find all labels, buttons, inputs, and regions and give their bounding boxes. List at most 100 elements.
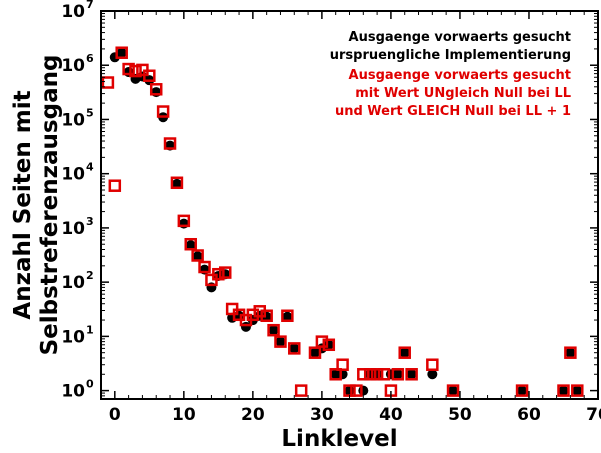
data-point-modified — [357, 368, 370, 381]
data-point-modified — [363, 368, 377, 381]
x-tick-label: 20 — [241, 405, 265, 425]
y-tick-label: 10 — [61, 165, 85, 185]
data-point-original — [372, 369, 383, 380]
x-tick-label: 40 — [379, 405, 403, 425]
data-point-original — [116, 47, 127, 58]
data-point-modified — [391, 368, 405, 381]
data-point-original — [275, 336, 286, 347]
data-point-original — [289, 343, 300, 354]
data-point-original — [358, 385, 369, 396]
data-point-original — [192, 251, 203, 262]
data-point-modified — [101, 76, 115, 89]
y-tick-exponent: 5 — [86, 106, 94, 119]
data-point-modified — [191, 249, 204, 262]
data-point-modified — [294, 384, 308, 397]
y-tick-label: 10 — [61, 273, 85, 293]
data-point-original — [448, 385, 459, 396]
data-point-original — [399, 347, 410, 358]
data-point-original — [427, 369, 438, 380]
x-tick-label: 30 — [310, 405, 334, 425]
y-tick-exponent: 7 — [86, 0, 94, 11]
data-point-modified — [288, 342, 301, 355]
data-point-original — [344, 385, 355, 396]
data-point-modified — [426, 358, 439, 371]
legend-entry-modified: und Wert GLEICH Null bei LL + 1 — [335, 104, 571, 119]
data-point-modified — [219, 266, 232, 279]
data-point-original — [392, 369, 403, 380]
data-point-modified — [370, 368, 384, 381]
axis-ticks: 010203040506070100101102103104105106107 — [61, 0, 601, 425]
y-tick-exponent: 3 — [86, 215, 94, 228]
data-point-modified — [377, 368, 391, 381]
data-point-modified — [163, 137, 177, 150]
data-point-modified — [156, 105, 170, 118]
x-tick-label: 50 — [448, 405, 472, 425]
legend: Ausgaenge vorwaerts gesucht urspruenglich… — [330, 30, 571, 119]
data-point-modified — [246, 308, 260, 322]
data-point-modified — [446, 384, 460, 397]
y-tick-exponent: 0 — [86, 378, 94, 391]
y-tick-label: 10 — [61, 327, 85, 347]
x-tick-label: 0 — [109, 405, 121, 425]
y-tick-label: 10 — [61, 56, 85, 76]
data-point-modified — [571, 384, 584, 397]
data-point-modified — [115, 46, 128, 59]
data-point-modified — [122, 62, 135, 76]
data-point-original — [517, 385, 528, 396]
y-tick-exponent: 2 — [86, 269, 94, 282]
y-tick-exponent: 1 — [86, 323, 94, 336]
data-point-original — [171, 178, 182, 189]
data-point-original — [268, 325, 279, 336]
data-point-modified — [405, 368, 418, 381]
data-point-original — [185, 240, 196, 251]
data-point-modified — [212, 267, 225, 281]
x-tick-label: 60 — [517, 405, 541, 425]
data-point-modified — [308, 346, 322, 359]
data-point-modified — [149, 83, 163, 96]
data-point-modified — [564, 346, 577, 359]
legend-entry-modified: Ausgaenge vorwaerts gesucht — [349, 68, 571, 83]
data-point-modified — [350, 384, 363, 397]
data-point-modified — [143, 69, 156, 82]
data-point-modified — [515, 384, 529, 397]
data-point-modified — [177, 214, 191, 228]
data-point-original — [406, 369, 417, 380]
data-point-modified — [198, 260, 211, 274]
data-point-original — [178, 218, 189, 229]
data-point-modified — [329, 368, 342, 381]
x-tick-label: 10 — [172, 405, 196, 425]
data-point-modified — [281, 309, 294, 323]
y-tick-exponent: 4 — [86, 161, 94, 174]
data-point-original — [565, 347, 576, 358]
data-point-original — [323, 339, 334, 350]
y-tick-exponent: 6 — [86, 52, 94, 65]
data-point-modified — [260, 309, 273, 323]
data-point-modified — [108, 179, 122, 192]
y-axis-title-line-1: Anzahl Seiten mit — [10, 90, 36, 319]
legend-entry-modified: mit Wert UNgleich Null bei LL — [355, 86, 571, 101]
data-point-modified — [170, 176, 184, 190]
legend-entry-original: urspruengliche Implementierung — [330, 48, 571, 63]
data-point-modified — [398, 346, 411, 359]
data-point-modified — [336, 358, 349, 371]
x-axis-title: Linklevel — [281, 426, 397, 452]
y-tick-label: 10 — [61, 382, 85, 402]
data-point-original — [330, 369, 341, 380]
y-axis-title-line-2: Selbstreferenzausgang — [37, 55, 63, 356]
legend-entry-original: Ausgaenge vorwaerts gesucht — [349, 30, 571, 45]
x-tick-label: 70 — [586, 405, 601, 425]
data-point-modified — [184, 237, 197, 251]
y-tick-label: 10 — [61, 219, 85, 239]
data-point-modified — [322, 338, 336, 352]
data-point-modified — [315, 335, 329, 348]
y-tick-label: 10 — [61, 110, 85, 130]
y-tick-label: 10 — [61, 2, 85, 22]
data-point-original — [572, 385, 583, 396]
data-point-modified — [274, 335, 287, 348]
data-point-original — [558, 385, 569, 396]
data-point-modified — [267, 323, 280, 337]
data-point-original — [151, 87, 162, 98]
data-point-modified — [557, 384, 570, 397]
data-point-modified — [129, 64, 142, 78]
data-point-original — [282, 311, 293, 322]
